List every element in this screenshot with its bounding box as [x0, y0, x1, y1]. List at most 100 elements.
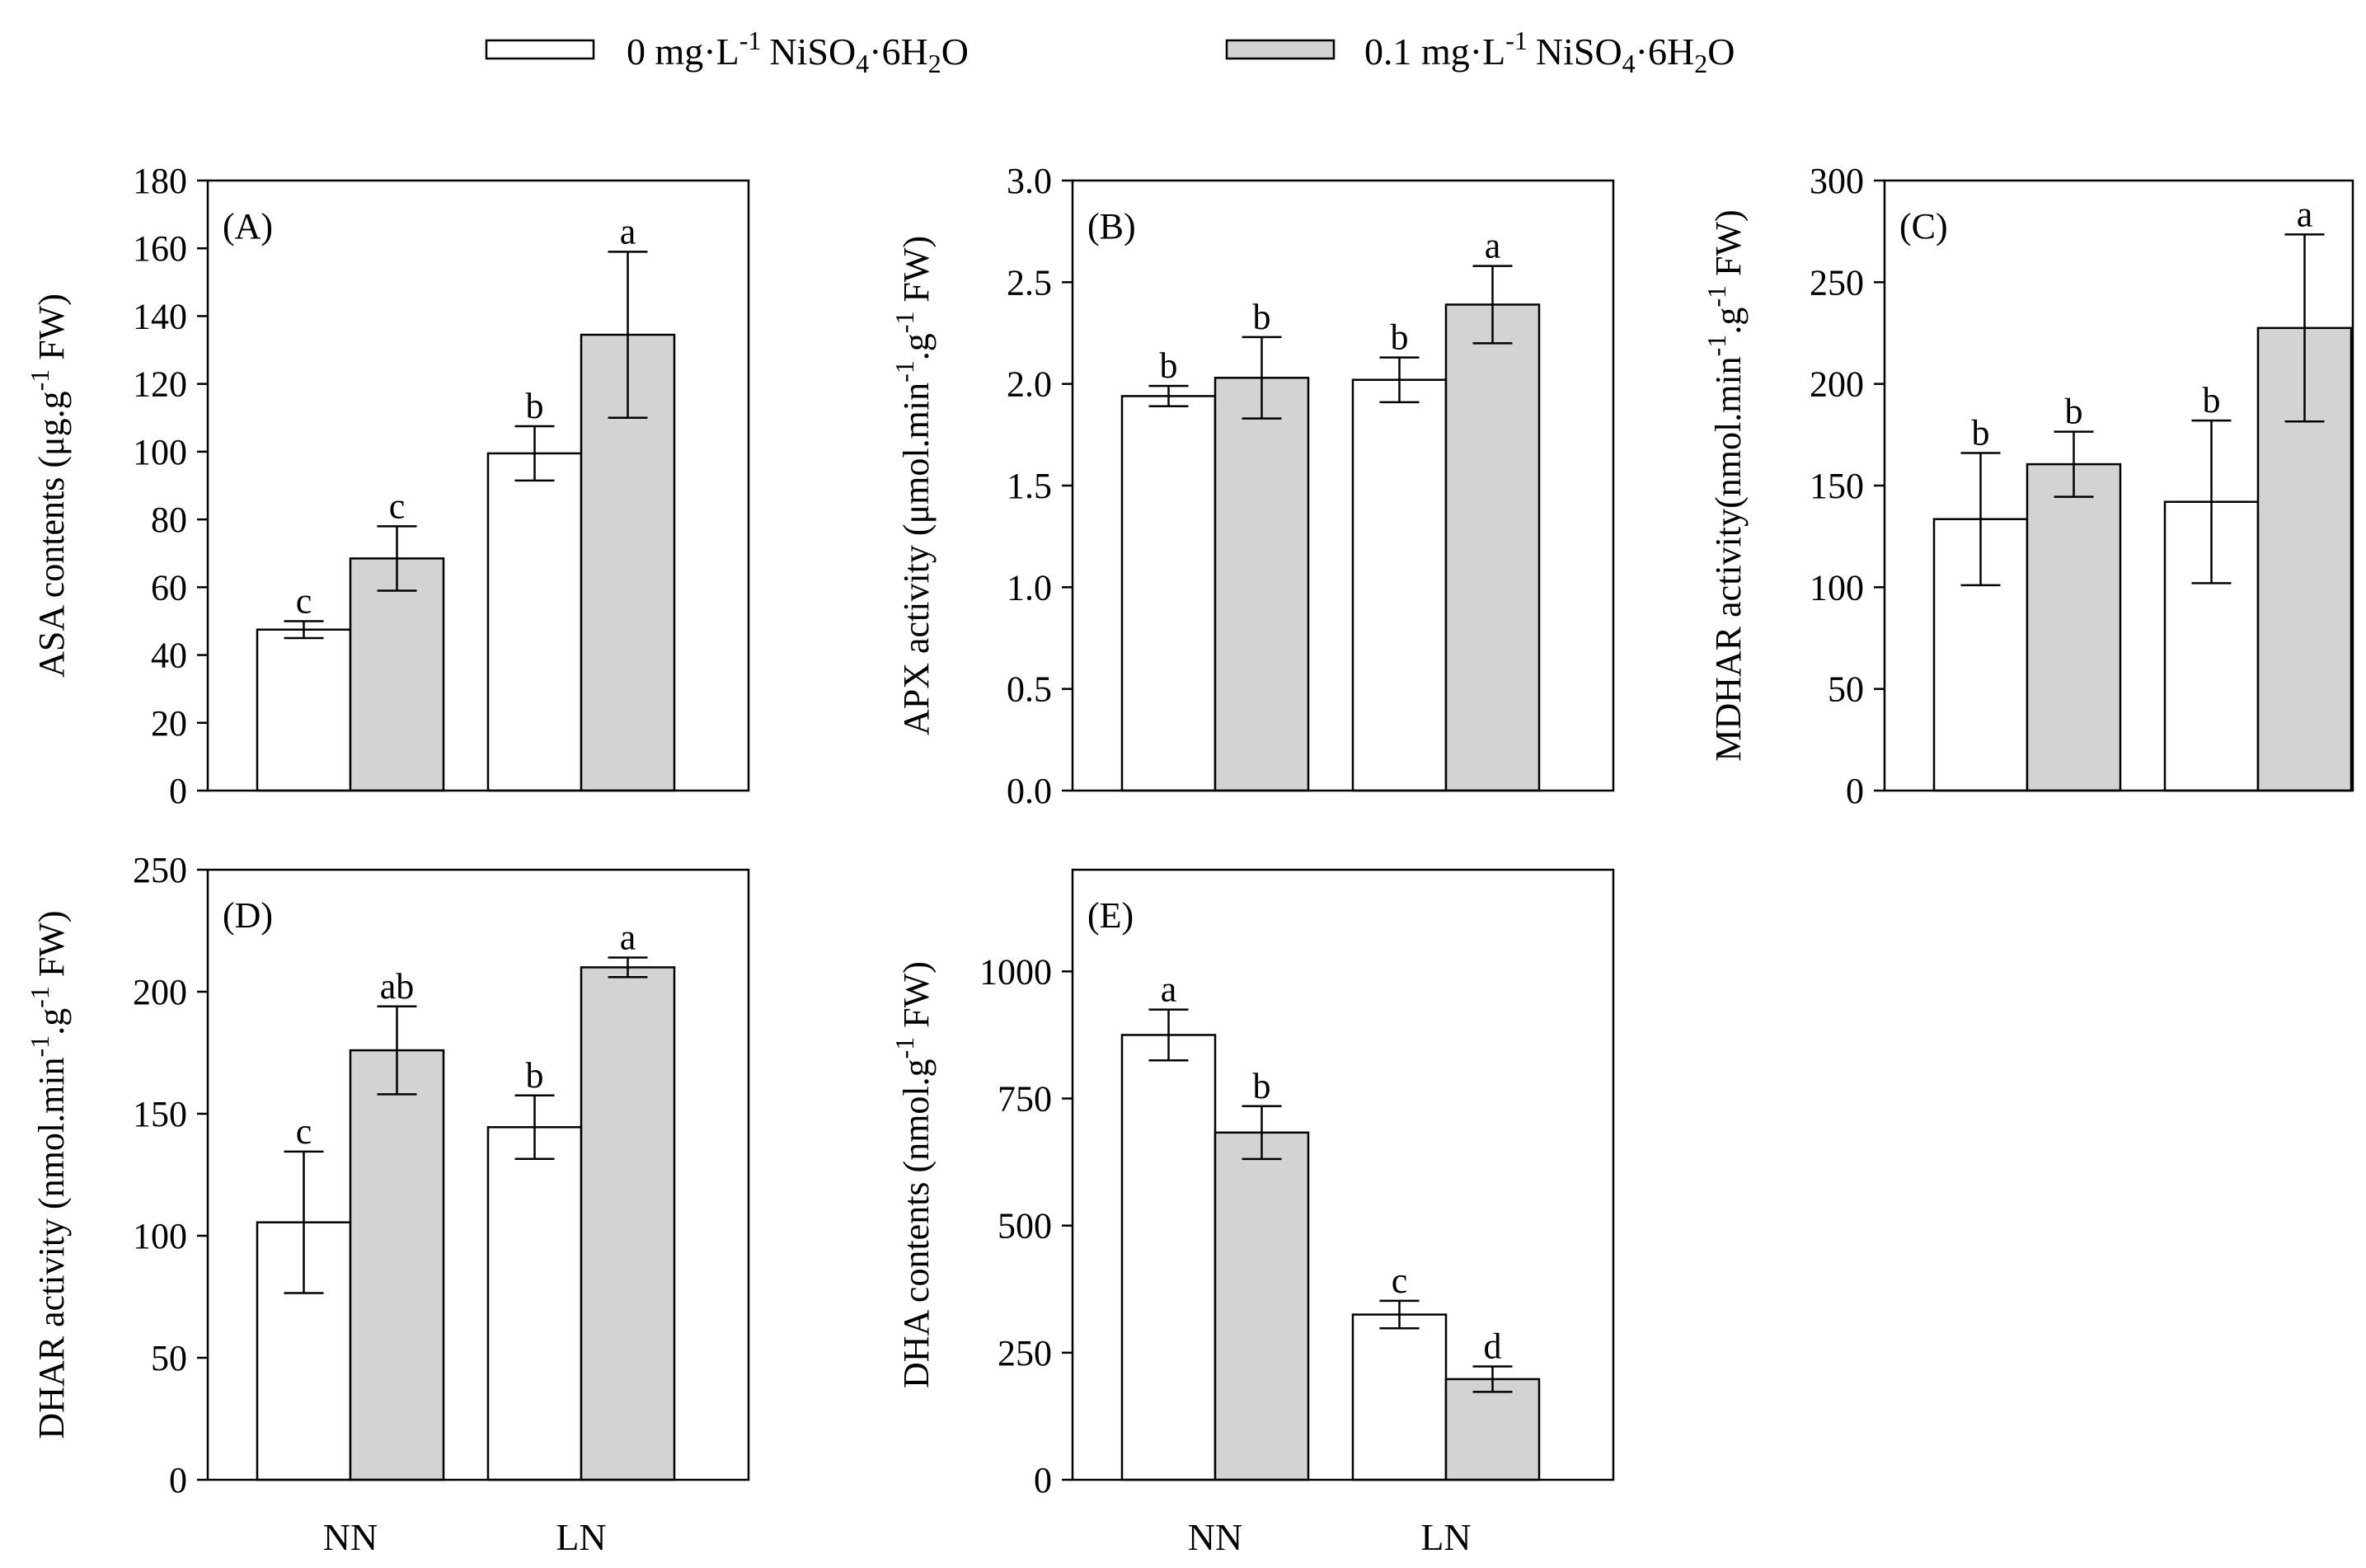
plot-frame — [206, 868, 750, 1481]
y-tick-label: 100 — [133, 432, 187, 472]
significance-letter: b — [1160, 345, 1178, 386]
y-tick-label: 100 — [133, 1216, 187, 1256]
legend-item-ni: 0.1 mg·L-1 NiSO4·6H2O — [1225, 26, 1735, 78]
bar — [1444, 1378, 1541, 1481]
legend-swatch-control — [485, 39, 595, 60]
panel-tag: (D) — [223, 895, 273, 936]
significance-letter: b — [1253, 1066, 1271, 1106]
y-tick-label: 150 — [1810, 466, 1864, 506]
y-tick-label: 1.5 — [1007, 466, 1052, 506]
significance-letter: b — [1253, 297, 1271, 337]
y-tick-label: 50 — [1828, 669, 1864, 710]
bar — [580, 966, 676, 1481]
y-axis-title-tail2: FW) — [1708, 209, 1749, 285]
bar — [1351, 378, 1448, 792]
y-axis-title-main: DHA contents (nmol.g — [896, 1059, 937, 1388]
bar — [1120, 1034, 1217, 1481]
bar — [1214, 377, 1310, 792]
bar — [349, 557, 445, 792]
y-axis-title-sup: -1 — [890, 360, 919, 383]
y-axis-title: APX activity (μmol.min-1.g-1 FW) — [890, 236, 937, 735]
y-tick-label: 1.0 — [1007, 567, 1052, 608]
y-tick-label: 200 — [1810, 364, 1864, 405]
y-axis-title-tail2: FW) — [31, 910, 72, 986]
y-tick-label: 40 — [151, 636, 187, 676]
y-axis-title: ASA contents (μg.g-1 FW) — [25, 293, 72, 678]
significance-letter: a — [2297, 194, 2313, 234]
significance-letter: b — [2203, 380, 2221, 420]
y-axis-title-sup2: -1 — [1702, 285, 1731, 307]
y-axis-title-main: MDHAR activity(nmol.min — [1708, 356, 1749, 761]
y-tick-label: 1000 — [979, 951, 1052, 992]
y-axis-title-main: DHAR activity (nmol.min — [31, 1057, 72, 1439]
y-axis-title: DHAR activity (nmol.min-1.g-1 FW) — [25, 910, 72, 1439]
panel-tag: (E) — [1087, 895, 1134, 936]
y-tick-label: 120 — [133, 364, 187, 405]
y-tick-label: 160 — [133, 228, 187, 269]
y-tick-label: 2.0 — [1007, 364, 1052, 405]
y-axis-title-main: APX activity (μmol.min — [896, 383, 937, 735]
significance-letter: c — [1392, 1261, 1408, 1301]
y-tick-label: 0 — [169, 771, 187, 811]
y-tick-label: 300 — [1810, 161, 1864, 201]
y-tick-label: 200 — [133, 972, 187, 1012]
significance-letter: b — [1972, 413, 1990, 453]
y-tick-label: 180 — [133, 161, 187, 201]
bar — [1214, 1131, 1310, 1481]
y-tick-label: 140 — [133, 296, 187, 336]
y-axis-title: DHA contents (nmol.g-1 FW) — [890, 961, 937, 1388]
y-tick-label: 20 — [151, 703, 187, 744]
legend-label-ni: 0.1 mg·L-1 NiSO4·6H2O — [1364, 26, 1735, 78]
panel-b: b b b a 0.0 0.5 1.0 1.5 2.0 2.5 3.0 (B) APX activity… — [890, 161, 1615, 811]
significance-letter: b — [526, 386, 544, 426]
significance-letter: d — [1484, 1326, 1502, 1366]
y-tick-label: 750 — [998, 1079, 1052, 1120]
y-tick-label: 150 — [133, 1094, 187, 1134]
significance-letter: b — [526, 1055, 544, 1096]
y-tick-label: 0 — [1846, 771, 1864, 811]
y-axis-title-tail: .g — [896, 333, 937, 360]
y-axis-title-sup2: -1 — [25, 986, 54, 1008]
panel-tag: (B) — [1087, 206, 1136, 246]
y-tick-label: 250 — [133, 850, 187, 890]
y-axis-title-sup: -1 — [25, 1035, 54, 1058]
legend-label-control: 0 mg·L-1 NiSO4·6H2O — [627, 26, 969, 78]
category-label: NN — [323, 1516, 378, 1558]
panel-c: b b b a 0 50 100 150 200 250 300 (C) MDHAR activity(… — [1702, 161, 2354, 811]
legend-item-control: 0 mg·L-1 NiSO4·6H2O — [485, 26, 969, 78]
y-axis-title-tail: .g — [31, 1008, 72, 1035]
significance-letter: a — [1485, 226, 1501, 266]
y-tick-label: 100 — [1810, 567, 1864, 608]
significance-letter: c — [296, 580, 312, 621]
y-axis-title-sup: -1 — [1702, 335, 1731, 357]
y-tick-label: 3.0 — [1007, 161, 1052, 201]
y-tick-label: 0 — [169, 1460, 187, 1500]
y-axis-title-sup: -1 — [890, 1037, 919, 1059]
panel-d: c b ab a 0 50 100 150 200 250 (D) NN LN DHAR activity… — [25, 850, 750, 1558]
panel-tag: (A) — [223, 206, 273, 246]
bar — [256, 628, 352, 792]
y-axis-title-sup2: -1 — [890, 312, 919, 334]
y-axis-title-tail: .g — [1708, 307, 1749, 335]
y-axis-title-main: ASA contents (μg.g — [31, 391, 72, 677]
significance-letter: ab — [380, 966, 415, 1007]
bar — [349, 1049, 445, 1481]
bar — [1120, 395, 1217, 792]
legend: 0 mg·L-1 NiSO4·6H2O 0.1 mg·L-1 NiSO4·6H2O — [485, 26, 1735, 78]
panel-e: a c b d 0 250 500 750 1000 (E) NN LN DHA contents (n… — [890, 868, 1615, 1558]
y-tick-label: 2.5 — [1007, 262, 1052, 303]
y-axis-title-tail: FW) — [31, 293, 72, 369]
y-tick-label: 250 — [1810, 262, 1864, 303]
y-tick-label: 60 — [151, 567, 187, 608]
y-axis-title-sup: -1 — [25, 369, 54, 392]
category-label: LN — [556, 1516, 606, 1558]
y-tick-label: 50 — [151, 1338, 187, 1378]
category-label: NN — [1188, 1516, 1242, 1558]
panel-a: c b c a 0 20 40 60 80 100 120 140 160 180 (A) ASA conte… — [25, 161, 750, 811]
bar — [1444, 303, 1541, 792]
significance-letter: c — [296, 1111, 312, 1152]
significance-letter: a — [1161, 969, 1177, 1010]
panels: c b c a 0 20 40 60 80 100 120 140 160 180 (A) ASA conte… — [25, 161, 2354, 1558]
plot-frame — [206, 179, 750, 792]
